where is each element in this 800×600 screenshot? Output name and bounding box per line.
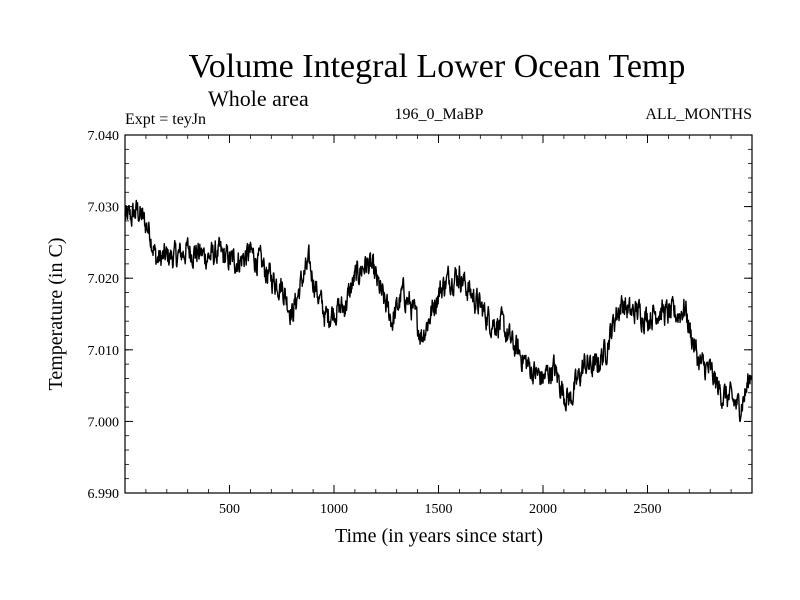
y-tick-label: 7.020	[88, 272, 120, 287]
x-axis: 500 1000 1500 2000 2500	[145, 135, 732, 517]
x-tick-label: 2500	[634, 502, 662, 517]
series-line-temperature	[124, 199, 753, 423]
y-tick-label: 7.040	[88, 129, 120, 144]
header-center: 196_0_MaBP	[395, 106, 484, 123]
x-tick-label: 1000	[320, 502, 348, 517]
x-tick-label: 2000	[529, 502, 557, 517]
y-tick-label: 6.990	[88, 487, 120, 502]
x-tick-label: 500	[219, 502, 240, 517]
chart-title: Volume Integral Lower Ocean Temp	[189, 48, 686, 85]
chart-subtitle: Whole area	[208, 86, 309, 111]
y-tick-label: 7.030	[88, 201, 120, 216]
series-layer	[124, 199, 753, 423]
y-tick-label: 7.000	[88, 415, 120, 430]
header-right: ALL_MONTHS	[645, 106, 752, 123]
plot-frame	[124, 134, 753, 494]
x-axis-label: Time (in years since start)	[335, 525, 543, 547]
y-tick-label: 7.010	[88, 344, 120, 359]
y-axis-label: Temperature (in C)	[45, 238, 67, 391]
header-left: Expt = teyJn	[125, 111, 206, 128]
x-tick-label: 1500	[425, 502, 453, 517]
